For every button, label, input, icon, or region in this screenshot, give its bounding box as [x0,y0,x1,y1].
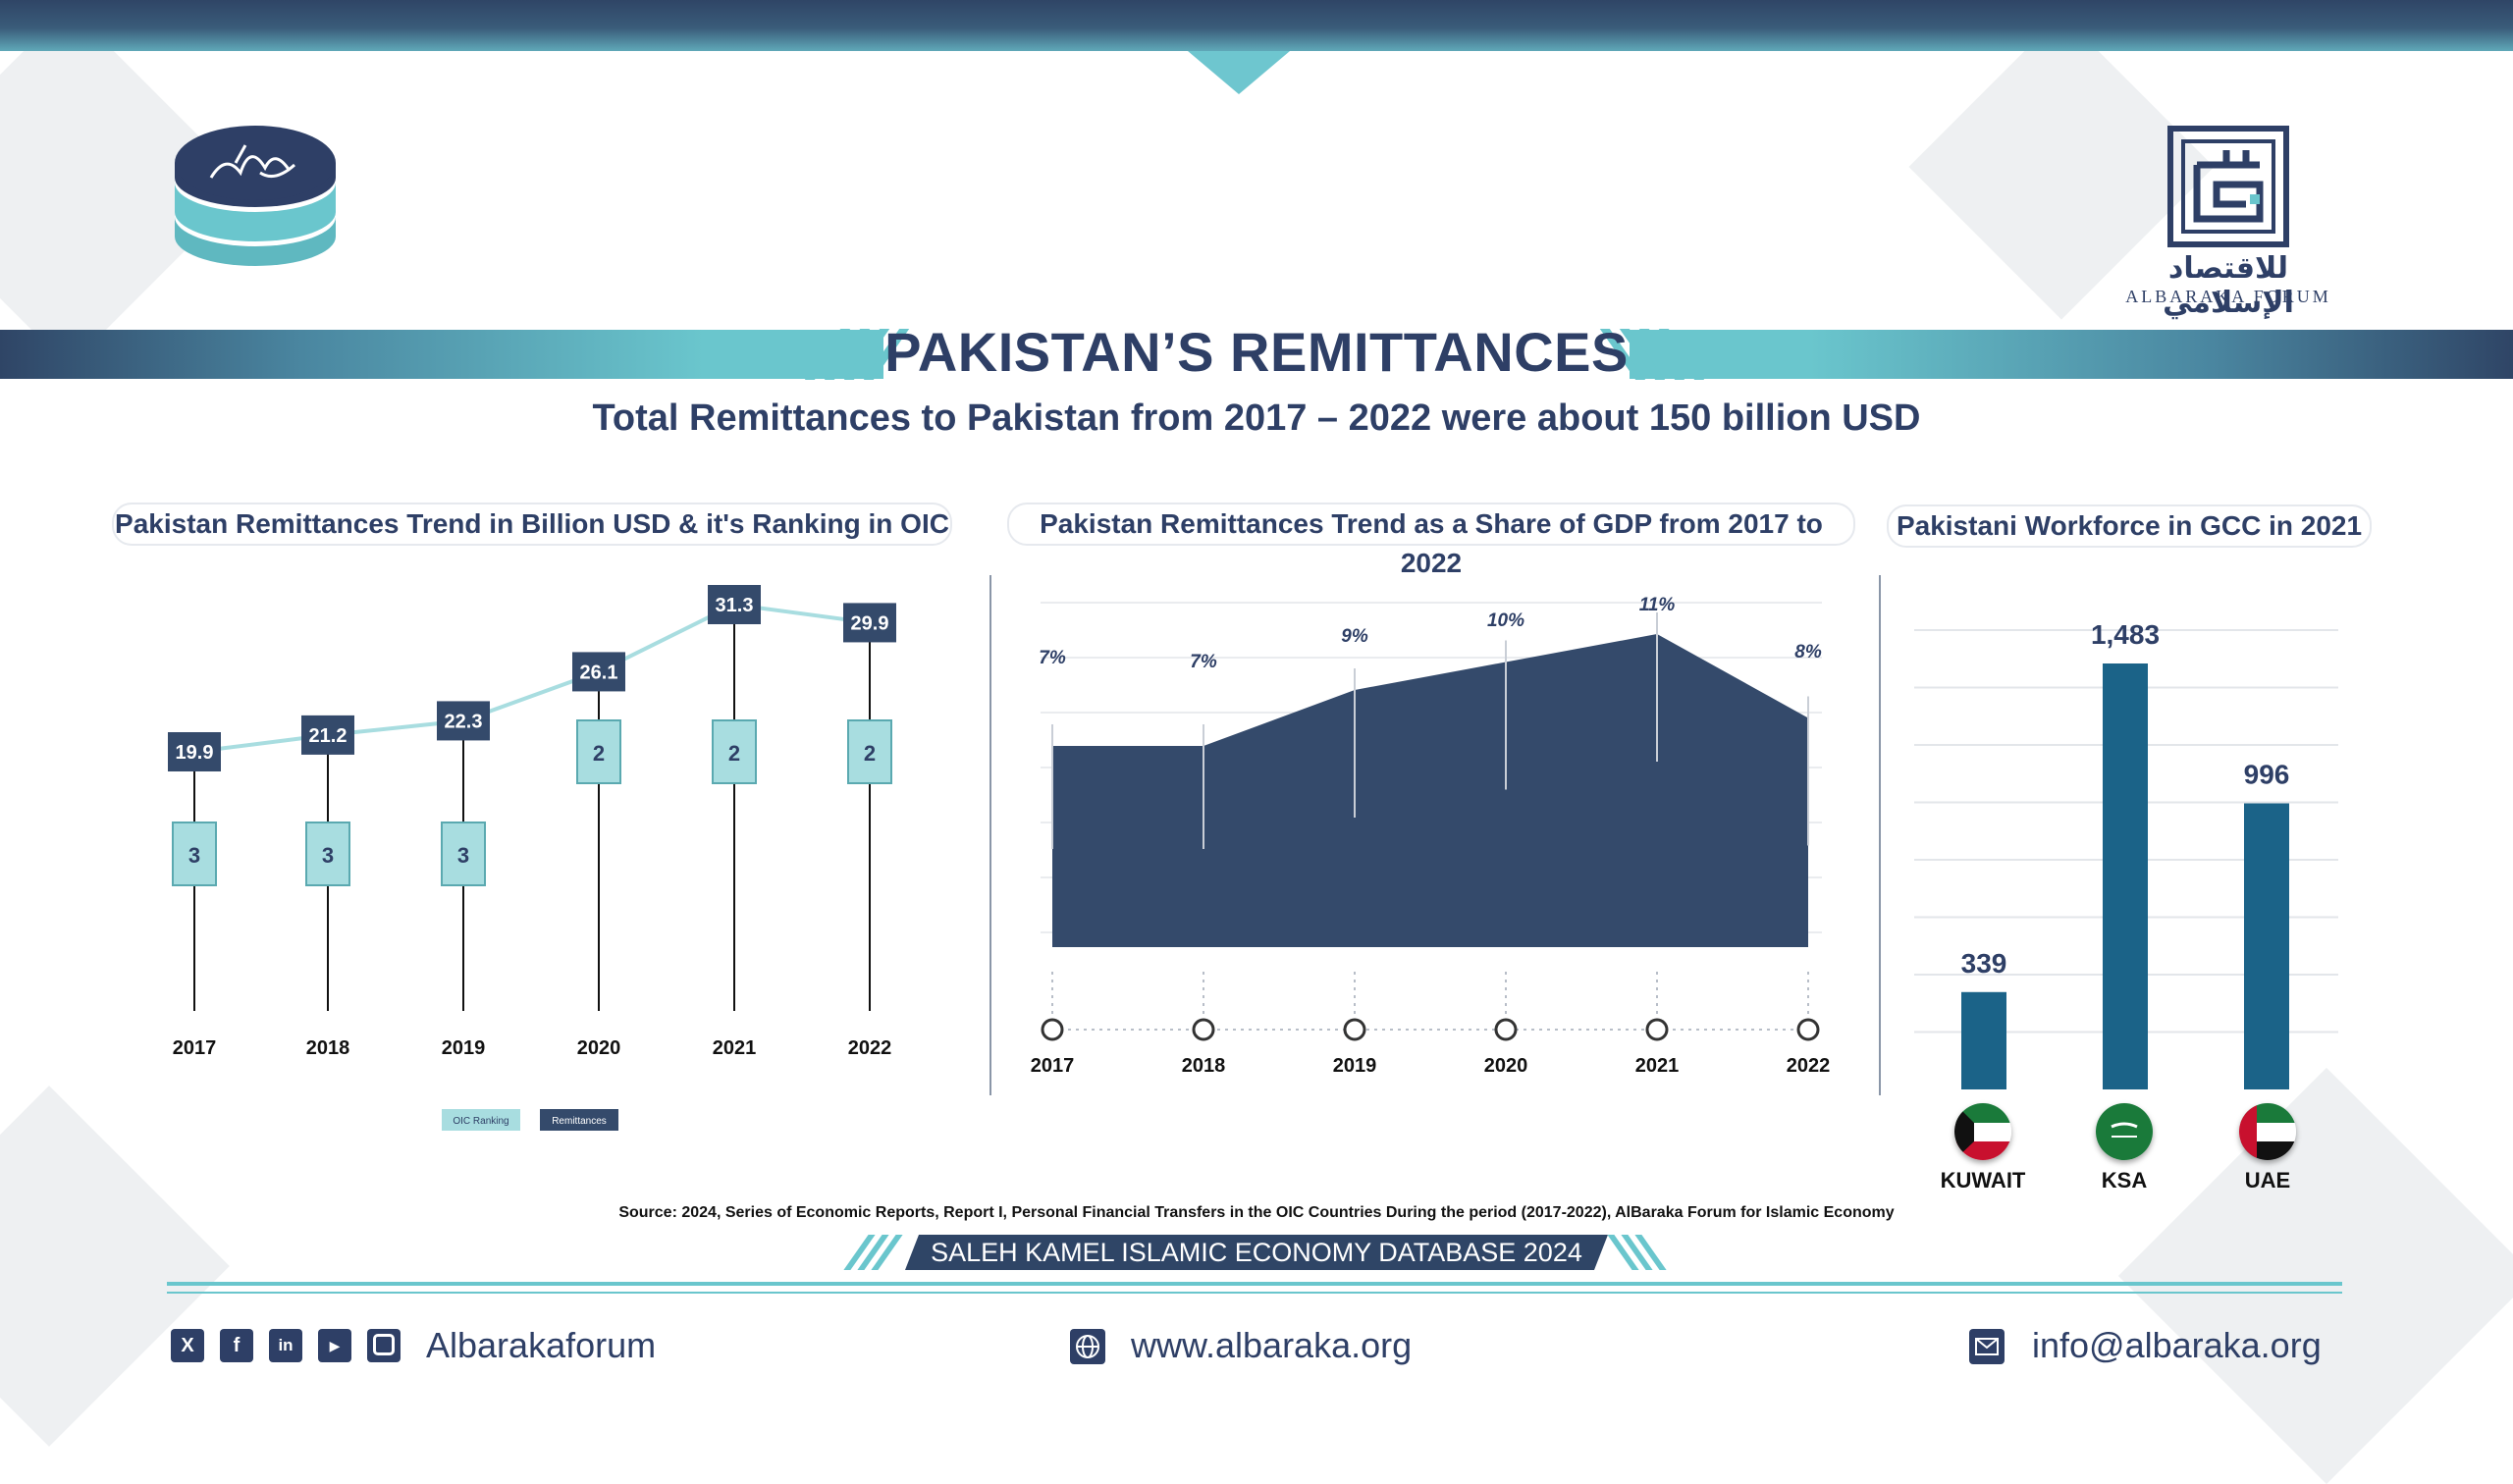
legend-swatch-remittances [540,1109,618,1131]
logo-arabic-text: للاقتصاد الإسلامي [2163,252,2294,319]
ranking-label: 2 [593,741,605,766]
ranking-box [441,822,486,886]
gdp-share-area-chart: 7% 7% 9% 10% 11% 8% 2017 2018 2019 2020 2021 2022 [1031,595,1831,1077]
top-bar [0,0,2513,51]
legend-swatch-oic-ranking [442,1109,520,1131]
remittance-label: 29.9 [851,612,889,634]
kuwait-flag-icon [1954,1103,2011,1160]
x-tick-label: 2021 [713,1037,757,1059]
x-tick-label: 2022 [848,1037,892,1059]
remittances-ranking-chart: 3 3 3 2 2 2 19.9 21.2 22.3 26.1 31.3 29.9 2017 2018 20… [168,585,896,1131]
footer-rule [167,1292,2342,1294]
x-tick-label: 2020 [1484,1055,1528,1077]
gdp-share-area [1052,634,1808,947]
x-axis-marker [1041,1018,1064,1041]
country-label-kuwait: KUWAIT [1940,1168,2026,1192]
area-value-label: 7% [1039,648,1066,668]
remittance-box [843,603,896,643]
facebook-icon[interactable]: f [220,1329,253,1362]
workforce-bar [2103,663,2148,1089]
remittance-label: 31.3 [716,595,754,616]
bar-value-label: 339 [1961,948,2007,979]
page-title: PAKISTAN’S REMITTANCES [884,321,1629,383]
ranking-box [712,719,757,784]
remittance-box [301,715,354,755]
x-tick-label: 2019 [1333,1055,1377,1077]
youtube-icon[interactable]: ▶ [318,1329,351,1362]
x-tick-label: 2018 [306,1037,350,1059]
remittance-box [168,732,221,771]
ranking-box [172,822,217,886]
saudi-flag-icon [2096,1103,2153,1160]
ranking-box [847,719,892,784]
chart1-title: Pakistan Remittances Trend in Billion US… [112,503,952,546]
country-label-uae: UAE [2244,1168,2291,1192]
remittance-box [708,585,761,624]
area-value-label: 7% [1190,652,1217,672]
remittance-label: 19.9 [176,742,214,764]
globe-icon [1070,1329,1105,1364]
legend-label: Remittances [552,1116,607,1127]
ranking-label: 3 [322,843,334,868]
workforce-bar [2244,803,2289,1089]
source-note: Source: 2024, Series of Economic Reports… [618,1204,1895,1221]
remittance-label: 21.2 [309,725,348,747]
x-axis-marker [1494,1018,1518,1041]
x-tick-label: 2018 [1182,1055,1226,1077]
workforce-bar [1961,991,2006,1089]
legend-label: OIC Ranking [453,1116,508,1127]
page-subtitle: Total Remittances to Pakistan from 2017 … [592,398,1921,439]
linkedin-icon[interactable]: in [269,1329,302,1362]
bar-value-label: 996 [2244,760,2290,790]
x-icon[interactable]: X [171,1329,204,1362]
x-tick-label: 2017 [173,1037,217,1059]
chart-divider [1879,575,1881,1095]
logo-english-text: ALBARAKA FORUM [2125,287,2331,306]
x-tick-label: 2021 [1635,1055,1680,1077]
x-axis-marker [1343,1018,1366,1041]
ranking-box [305,822,350,886]
albaraka-forum-logo [2167,126,2289,247]
x-tick-label: 2022 [1787,1055,1831,1077]
x-tick-label: 2017 [1031,1055,1075,1077]
ranking-label: 3 [457,843,469,868]
chart-divider [989,575,991,1095]
remittance-label: 26.1 [580,662,618,683]
remittance-box [572,652,625,692]
x-tick-label: 2020 [577,1037,621,1059]
saleh-kamel-logo [175,126,336,266]
email-link[interactable]: info@albaraka.org [2032,1325,2322,1365]
chart2-title: Pakistan Remittances Trend as a Share of… [1007,503,1855,578]
area-value-label: 8% [1794,642,1822,662]
bar-value-label: 1,483 [2091,619,2160,650]
website-link[interactable]: www.albaraka.org [1131,1325,1413,1365]
top-notch [1188,51,1290,94]
email-icon [1969,1329,2005,1364]
x-axis-marker [1796,1018,1820,1041]
ranking-label: 2 [728,741,740,766]
ranking-box [576,719,621,784]
area-value-label: 10% [1487,610,1524,631]
country-label-ksa: KSA [2101,1168,2148,1192]
chart3-title: Pakistani Workforce in GCC in 2021 [1887,504,2372,548]
remittance-label: 22.3 [445,711,483,732]
social-handle[interactable]: Albarakaforum [426,1325,657,1365]
footer-rule [167,1282,2342,1286]
x-axis-marker [1645,1018,1669,1041]
uae-flag-icon [2239,1103,2296,1160]
ranking-label: 3 [188,843,200,868]
database-banner: SALEH KAMEL ISLAMIC ECONOMY DATABASE 202… [905,1235,1608,1270]
instagram-icon[interactable] [367,1329,401,1362]
remittance-box [437,701,490,741]
x-tick-label: 2019 [442,1037,486,1059]
title-plate [883,316,1630,393]
area-value-label: 11% [1639,595,1676,615]
gcc-workforce-bar-chart: 339 1,483 996 [1914,619,2338,1089]
x-axis-marker [1192,1018,1215,1041]
area-value-label: 9% [1341,626,1368,647]
ranking-label: 2 [864,741,876,766]
